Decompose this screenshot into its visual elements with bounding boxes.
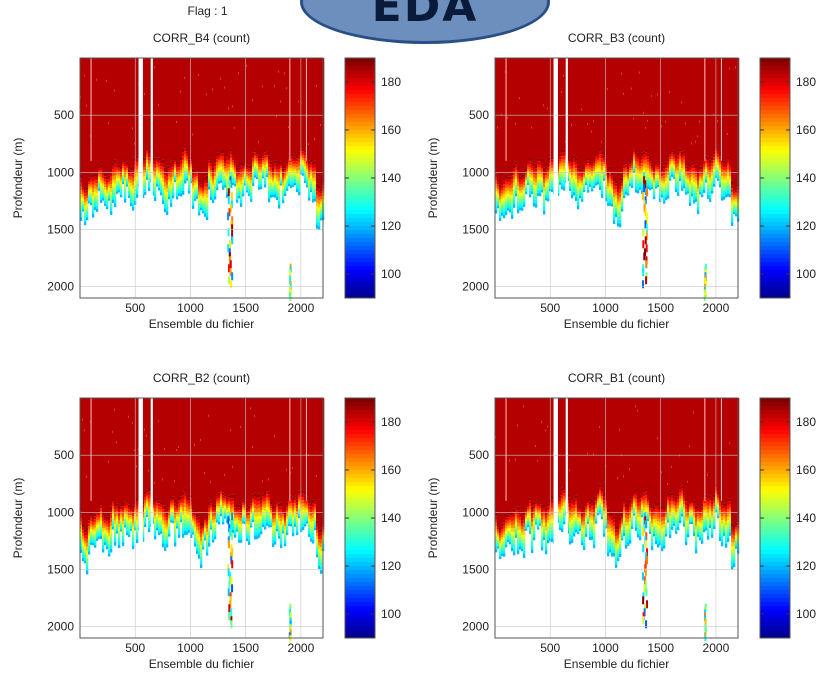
y-tick-label: 500	[54, 448, 74, 462]
colorbar-tick-label: 140	[381, 171, 401, 185]
x-tick-label: 2000	[288, 301, 315, 315]
colorbar-tick-label: 120	[796, 219, 816, 233]
x-tick-label: 1500	[232, 301, 259, 315]
y-tick-label: 1000	[47, 165, 74, 179]
y-tick-label: 500	[469, 108, 489, 122]
colorbar-tick-label: 100	[796, 607, 816, 621]
x-tick-label: 1000	[592, 641, 619, 655]
colorbar-tick-label: 140	[381, 511, 401, 525]
chart-title: CORR_B1 (count)	[568, 371, 665, 385]
x-tick-label: 1500	[647, 641, 674, 655]
y-tick-label: 500	[54, 108, 74, 122]
chart-svg: 500 1000 1500 2000 500 1000 1500 2000 CORR_B4 (c…	[11, 31, 401, 331]
colorbar: 100 120 140 160 180	[759, 57, 816, 299]
x-tick-label: 2000	[703, 301, 730, 315]
chart-panel-b3: 500 1000 1500 2000 500 1000 1500 2000 CORR_B3 (c…	[415, 0, 830, 340]
chart-panel-b4: 500 1000 1500 2000 500 1000 1500 2000 CORR_B4 (c…	[0, 0, 415, 340]
x-tick-label: 1000	[592, 301, 619, 315]
x-tick-label: 500	[125, 641, 145, 655]
colorbar-tick-label: 100	[796, 267, 816, 281]
colorbar-tick-label: 160	[796, 123, 816, 137]
colorbar-tick-label: 160	[381, 463, 401, 477]
x-tick-label: 1000	[177, 641, 204, 655]
x-axis-label: Ensemble du fichier	[564, 317, 669, 331]
y-axis-label: Profondeur (m)	[426, 138, 440, 219]
grid	[80, 58, 323, 298]
colorbar-tick-label: 100	[381, 607, 401, 621]
y-tick-label: 1000	[462, 165, 489, 179]
axes-frame	[79, 57, 324, 299]
colorbar-tick-label: 160	[796, 463, 816, 477]
grid	[495, 398, 738, 638]
x-axis-label: Ensemble du fichier	[149, 657, 254, 671]
x-tick-label: 2000	[703, 641, 730, 655]
x-tick-label: 500	[540, 641, 560, 655]
x-axis-label: Ensemble du fichier	[149, 317, 254, 331]
y-tick-label: 1000	[47, 505, 74, 519]
y-tick-label: 2000	[47, 280, 74, 294]
heatmap-field	[80, 58, 325, 302]
colorbar-tick-label: 120	[796, 559, 816, 573]
chart-svg: 500 1000 1500 2000 500 1000 1500 2000 CORR_B3 (c…	[426, 31, 816, 331]
x-tick-label: 1500	[232, 641, 259, 655]
colorbar-tick-label: 180	[796, 415, 816, 429]
y-axis-label: Profondeur (m)	[426, 478, 440, 559]
colorbar-tick-label: 180	[381, 75, 401, 89]
y-axis-label: Profondeur (m)	[11, 478, 25, 559]
colorbar-tick-label: 180	[796, 75, 816, 89]
chart-title: CORR_B2 (count)	[153, 371, 250, 385]
x-tick-label: 500	[125, 301, 145, 315]
colorbar: 100 120 140 160 180	[344, 397, 401, 639]
y-tick-label: 2000	[462, 280, 489, 294]
x-axis-label: Ensemble du fichier	[564, 657, 669, 671]
axes-frame	[79, 397, 324, 639]
logo-text: EDA	[371, 0, 479, 32]
y-tick-label: 1000	[462, 505, 489, 519]
chart-svg: 500 1000 1500 2000 500 1000 1500 2000 CORR_B1 (c…	[426, 371, 816, 671]
x-tick-label: 2000	[288, 641, 315, 655]
x-tick-label: 1000	[177, 301, 204, 315]
y-tick-label: 2000	[462, 620, 489, 634]
axes-frame	[494, 397, 739, 639]
colorbar-tick-label: 140	[796, 171, 816, 185]
y-tick-label: 1500	[462, 562, 489, 576]
colorbar-tick-label: 120	[381, 559, 401, 573]
axes-frame	[494, 57, 739, 299]
x-tick-label: 500	[540, 301, 560, 315]
colorbar-tick-label: 140	[796, 511, 816, 525]
colorbar: 100 120 140 160 180	[759, 397, 816, 639]
colorbar-tick-label: 160	[381, 123, 401, 137]
colorbar-tick-label: 120	[381, 219, 401, 233]
chart-panel-b2: 500 1000 1500 2000 500 1000 1500 2000 CORR_B2 (c…	[0, 340, 415, 680]
colorbar-tick-label: 180	[381, 415, 401, 429]
grid	[80, 398, 323, 638]
colorbar-tick-label: 100	[381, 267, 401, 281]
y-tick-label: 1500	[462, 222, 489, 236]
y-tick-label: 1500	[47, 222, 74, 236]
y-tick-label: 1500	[47, 562, 74, 576]
grid	[495, 58, 738, 298]
heatmap-field	[80, 398, 325, 642]
y-tick-label: 500	[469, 448, 489, 462]
chart-panel-b1: 500 1000 1500 2000 500 1000 1500 2000 CORR_B1 (c…	[415, 340, 830, 680]
colorbar: 100 120 140 160 180	[344, 57, 401, 299]
chart-svg: 500 1000 1500 2000 500 1000 1500 2000 CORR_B2 (c…	[11, 371, 401, 671]
y-tick-label: 2000	[47, 620, 74, 634]
chart-title: CORR_B4 (count)	[153, 31, 250, 45]
y-axis-label: Profondeur (m)	[11, 138, 25, 219]
chart-title: CORR_B3 (count)	[568, 31, 665, 45]
flag-label: Flag : 1	[187, 4, 228, 18]
x-tick-label: 1500	[647, 301, 674, 315]
